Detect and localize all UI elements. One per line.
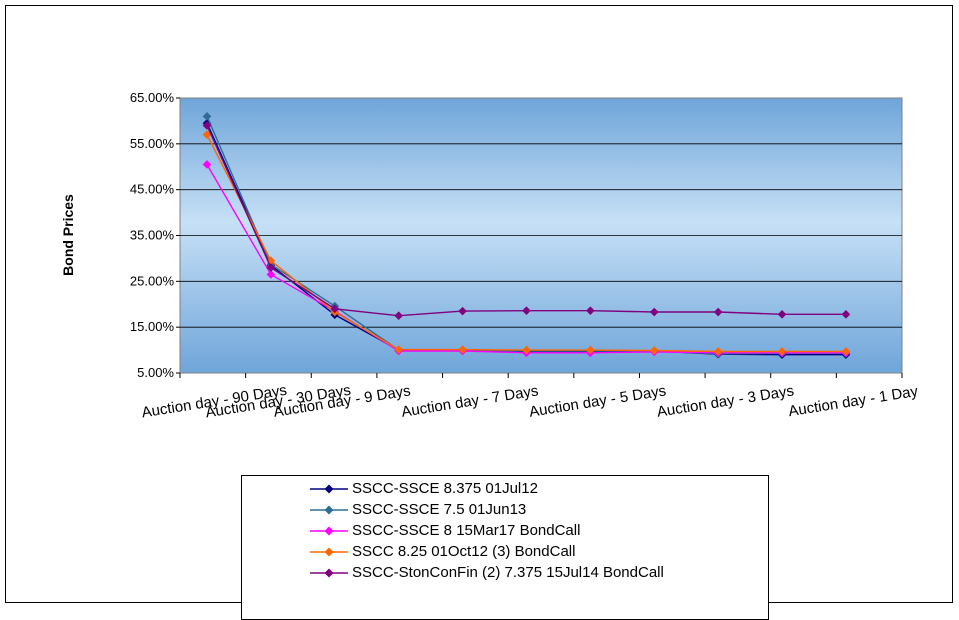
y-axis-tick-labels: 65.00% 55.00% 45.00% 35.00% 25.00% 15.00% 5.00… [130,90,180,380]
y-tick-label: 45.00% [130,182,175,197]
data-point [202,121,212,130]
x-tick-label: Auction day - 7 Days [400,382,539,420]
x-tick-label: Auction day - 1 Day [787,383,919,420]
y-tick-label: 35.00% [130,228,175,243]
x-tick-label: Auction day - 5 Days [528,382,667,420]
y-tick-label: 65.00% [130,90,175,105]
legend-marker [310,547,348,557]
data-point [586,306,595,315]
data-point [777,310,787,319]
series-layer [202,112,851,359]
data-point [394,311,403,321]
data-point [522,306,531,315]
data-point [586,345,595,355]
data-point [841,347,851,356]
y-axis-label: Bond Prices [60,194,76,276]
data-point [458,306,467,316]
data-point [713,307,723,317]
legend-marker [310,505,348,515]
data-point [649,346,659,355]
legend-label: SSCC 8.25 01Oct12 (3) BondCall [352,543,576,560]
data-point [266,270,276,279]
y-tick-label: 5.00% [137,365,174,380]
data-point [841,310,851,319]
legend-label: SSCC-SSCE 7.5 01Jun13 [352,501,527,518]
data-point [522,345,531,355]
data-point [202,112,212,121]
y-tick-label: 25.00% [130,273,175,288]
data-point [330,304,340,314]
data-point [458,345,467,354]
legend-label: SSCC-SSCE 8.375 01Jul12 [352,480,538,497]
x-tick-label: Auction day - 3 Days [656,382,795,420]
legend-marker [310,568,348,578]
data-point [649,307,659,317]
y-tick-label: 15.00% [130,319,175,334]
y-tick-label: 55.00% [130,136,175,151]
series-5 [202,121,851,321]
legend-label: SSCC-SSCE 8 15Mar17 BondCall [352,522,581,539]
gridlines [180,143,902,328]
legend-marker [310,484,348,494]
data-point [202,130,212,139]
data-point [394,345,403,354]
data-point [266,263,276,272]
data-point [713,347,723,356]
data-point [202,160,212,169]
legend-marker [310,526,348,536]
legend: SSCC-SSCE 8.375 01Jul12 SSCC-SSCE 7.5 01J… [241,475,769,620]
legend-label: SSCC-StonConFin (2) 7.375 15Jul14 BondCa… [352,564,664,581]
data-point [777,347,787,356]
